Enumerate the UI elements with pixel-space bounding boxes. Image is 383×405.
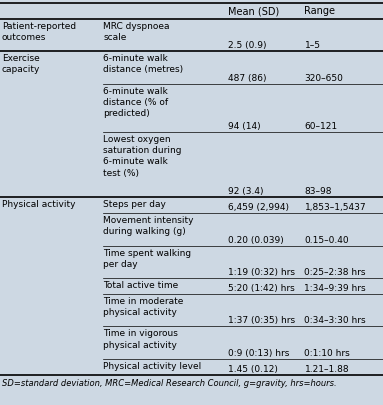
Text: Steps per day: Steps per day — [103, 200, 166, 209]
Text: Range: Range — [304, 6, 336, 16]
Text: 6,459 (2,994): 6,459 (2,994) — [228, 202, 289, 212]
Text: Time spent walking
per day: Time spent walking per day — [103, 248, 192, 268]
Text: 0:34–3:30 hrs: 0:34–3:30 hrs — [304, 315, 366, 325]
Text: Physical activity level: Physical activity level — [103, 361, 202, 370]
Text: Mean (SD): Mean (SD) — [228, 6, 279, 16]
Text: 1.45 (0.12): 1.45 (0.12) — [228, 364, 278, 373]
Text: 1,853–1,5437: 1,853–1,5437 — [304, 202, 366, 212]
Text: 1:19 (0:32) hrs: 1:19 (0:32) hrs — [228, 267, 295, 276]
Text: Movement intensity
during walking (g): Movement intensity during walking (g) — [103, 215, 194, 236]
Text: 1:37 (0:35) hrs: 1:37 (0:35) hrs — [228, 315, 295, 325]
Text: 487 (86): 487 (86) — [228, 74, 267, 83]
Text: 0:1:10 hrs: 0:1:10 hrs — [304, 348, 350, 357]
Text: Time in vigorous
physical activity: Time in vigorous physical activity — [103, 328, 178, 349]
Text: 0:9 (0:13) hrs: 0:9 (0:13) hrs — [228, 348, 289, 357]
Text: Lowest oxygen
saturation during
6-minute walk
test (%): Lowest oxygen saturation during 6-minute… — [103, 135, 182, 177]
Text: 6-minute walk
distance (% of
predicted): 6-minute walk distance (% of predicted) — [103, 87, 169, 117]
Text: 1–5: 1–5 — [304, 41, 321, 50]
Text: 320–650: 320–650 — [304, 74, 344, 83]
Text: SD=standard deviation, MRC=Medical Research Council, g=gravity, hrs=hours.: SD=standard deviation, MRC=Medical Resea… — [2, 378, 337, 387]
Text: 1.21–1.88: 1.21–1.88 — [304, 364, 349, 373]
Text: MRC dyspnoea
scale: MRC dyspnoea scale — [103, 22, 170, 42]
Text: Patient-reported
outcomes: Patient-reported outcomes — [2, 22, 76, 42]
Text: 6-minute walk
distance (metres): 6-minute walk distance (metres) — [103, 54, 183, 74]
Text: Total active time: Total active time — [103, 280, 178, 289]
Text: 94 (14): 94 (14) — [228, 122, 260, 131]
Text: 92 (3.4): 92 (3.4) — [228, 187, 264, 196]
Text: Exercise
capacity: Exercise capacity — [2, 54, 40, 74]
Text: 2.5 (0.9): 2.5 (0.9) — [228, 41, 267, 50]
Text: 0:25–2:38 hrs: 0:25–2:38 hrs — [304, 267, 366, 276]
Text: 60–121: 60–121 — [304, 122, 337, 131]
Text: 1:34–9:39 hrs: 1:34–9:39 hrs — [304, 284, 366, 292]
Text: 0.20 (0.039): 0.20 (0.039) — [228, 235, 284, 244]
Text: Physical activity: Physical activity — [2, 200, 75, 209]
Text: 83–98: 83–98 — [304, 187, 332, 196]
Text: 5:20 (1:42) hrs: 5:20 (1:42) hrs — [228, 284, 295, 292]
Text: Time in moderate
physical activity: Time in moderate physical activity — [103, 296, 184, 316]
Text: 0.15–0.40: 0.15–0.40 — [304, 235, 349, 244]
